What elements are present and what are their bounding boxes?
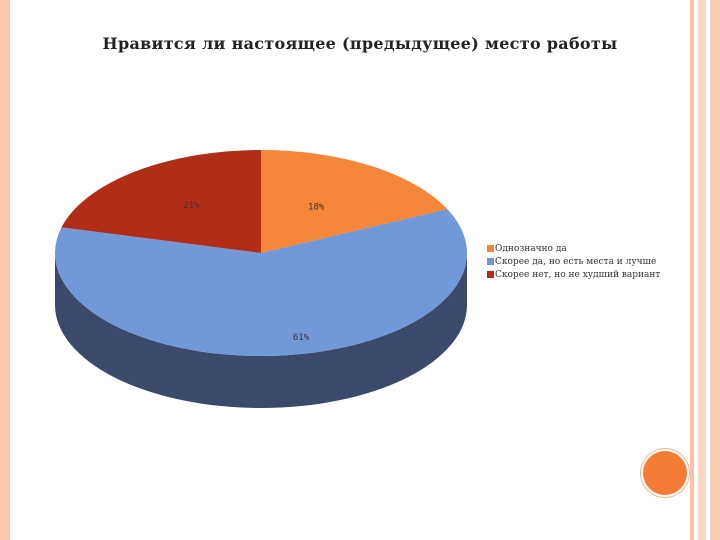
chart-legend: Однозначно да Скорее да, но есть места и… (487, 242, 660, 281)
legend-swatch (487, 271, 494, 278)
left-border-strip (0, 0, 10, 540)
legend-label: Скорее нет, но не худший вариант (495, 269, 661, 280)
pie-slice-2 (61, 150, 262, 253)
pie-slice-1 (55, 209, 468, 356)
decorative-circle (641, 449, 689, 497)
chart-title: Нравится ли настоящее (предыдущее) место… (102, 34, 618, 53)
data-label-1: 61% (293, 333, 310, 343)
legend-item-rather-yes: Скорее да, но есть места и лучше (487, 255, 660, 268)
data-label-0: 18% (308, 203, 325, 213)
legend-item-definitely-yes: Однозначно да (487, 242, 660, 255)
right-border-stripes (680, 0, 720, 540)
pie-slice-0 (261, 150, 448, 253)
legend-swatch (487, 258, 494, 265)
legend-label: Скорее да, но есть места и лучше (495, 256, 657, 267)
legend-swatch (487, 245, 494, 252)
data-label-2: 21% (183, 201, 200, 211)
pie-side-1 (55, 253, 467, 408)
legend-label: Однозначно да (495, 243, 567, 254)
legend-item-rather-no: Скорее нет, но не худший вариант (487, 268, 660, 281)
